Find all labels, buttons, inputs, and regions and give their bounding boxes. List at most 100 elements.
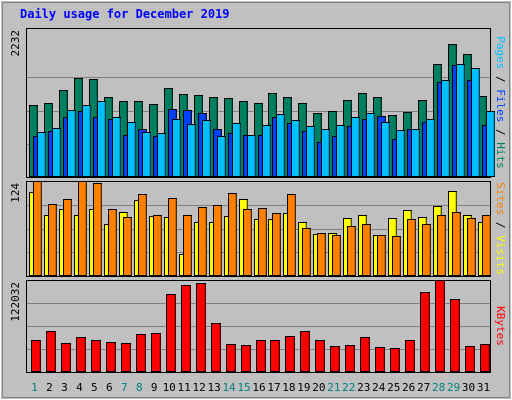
day-label-18: 18: [282, 381, 295, 394]
bar-sites-day-14: [228, 193, 237, 276]
bar-kbytes-day-26: [405, 340, 415, 372]
bar-kbytes-day-17: [270, 340, 280, 372]
legend-part: Visits: [494, 235, 507, 275]
day-label-16: 16: [252, 381, 265, 394]
bar-pages-day-19: [306, 126, 315, 177]
bar-kbytes-day-11: [181, 285, 191, 372]
bar-sites-day-22: [347, 226, 356, 276]
bar-kbytes-day-14: [226, 344, 236, 372]
day-label-24: 24: [372, 381, 386, 394]
day-label-5: 5: [91, 381, 98, 394]
bar-kbytes-day-2: [46, 331, 56, 372]
panel-2: 124 Sites / Visits: [9, 181, 507, 277]
bar-sites-day-9: [153, 215, 162, 276]
bar-pages-day-26: [411, 129, 420, 177]
legend-part: /: [494, 215, 507, 235]
bar-sites-day-13: [213, 205, 222, 276]
bar-sites-day-7: [123, 217, 132, 276]
day-label-21: 21: [327, 381, 340, 394]
bar-sites-day-3: [63, 199, 72, 276]
bar-kbytes-day-3: [61, 343, 71, 372]
bar-pages-day-18: [291, 120, 300, 177]
bar-kbytes-day-31: [480, 344, 490, 372]
day-label-10: 10: [163, 381, 176, 394]
bar-kbytes-day-5: [91, 340, 101, 372]
bar-pages-day-12: [202, 120, 211, 177]
bar-sites-day-17: [272, 213, 281, 276]
bar-pages-day-4: [82, 105, 91, 177]
day-label-23: 23: [357, 381, 370, 394]
bar-sites-day-28: [437, 215, 446, 276]
bar-sites-day-10: [168, 198, 177, 276]
day-label-22: 22: [342, 381, 355, 394]
bar-sites-day-15: [243, 209, 252, 276]
y-max-label: 122032: [9, 282, 22, 322]
bar-sites-day-2: [48, 204, 57, 276]
day-label-17: 17: [267, 381, 280, 394]
bar-pages-day-10: [172, 119, 181, 177]
chart-panels: 2232 Pages / Files / Hits 124 Sites / Visit…: [9, 28, 507, 373]
bar-sites-day-29: [452, 212, 461, 276]
bar-pages-day-3: [67, 110, 76, 177]
chart-title: Daily usage for December 2019: [20, 7, 230, 21]
bar-kbytes-day-25: [390, 348, 400, 372]
bar-kbytes-day-22: [345, 345, 355, 372]
bar-pages-day-8: [142, 132, 151, 177]
day-label-19: 19: [297, 381, 310, 394]
bar-sites-day-19: [302, 228, 311, 276]
legend-part: KBytes: [494, 306, 507, 346]
bar-sites-day-8: [138, 194, 147, 276]
y-max-label: 2232: [9, 30, 22, 57]
bar-pages-day-28: [441, 80, 450, 177]
panel-3: 122032 KBytes: [9, 280, 507, 373]
series-legend: KBytes: [494, 306, 507, 346]
bar-pages-day-22: [351, 117, 360, 177]
day-label-6: 6: [106, 381, 113, 394]
bar-pages-day-6: [112, 117, 121, 177]
bar-pages-day-7: [127, 122, 136, 177]
bar-sites-day-1: [33, 181, 42, 276]
bar-kbytes-day-7: [121, 343, 131, 372]
bar-pages-day-14: [232, 123, 241, 177]
bar-kbytes-day-4: [76, 337, 86, 372]
bar-pages-day-15: [247, 135, 256, 177]
day-label-8: 8: [136, 381, 143, 394]
day-label-31: 31: [477, 381, 490, 394]
bar-kbytes-day-10: [166, 294, 176, 372]
bar-kbytes-day-23: [360, 337, 370, 372]
day-label-14: 14: [222, 381, 236, 394]
bar-sites-day-26: [407, 219, 416, 276]
bar-pages-day-17: [276, 114, 285, 177]
bar-kbytes-day-9: [151, 333, 161, 372]
bar-pages-day-1: [37, 132, 46, 177]
bar-sites-day-4: [78, 181, 87, 276]
bar-kbytes-day-8: [136, 334, 146, 372]
legend-part: /: [494, 69, 507, 89]
day-label-28: 28: [432, 381, 445, 394]
bar-kbytes-day-29: [450, 299, 460, 372]
bar-sites-day-11: [183, 215, 192, 276]
bar-kbytes-day-30: [465, 346, 475, 372]
bar-pages-day-21: [336, 125, 345, 177]
bar-kbytes-day-19: [300, 331, 310, 372]
day-label-4: 4: [76, 381, 83, 394]
bar-kbytes-day-24: [375, 347, 385, 372]
bar-kbytes-day-21: [330, 346, 340, 372]
bar-pages-day-2: [52, 128, 61, 177]
legend-part: Files: [494, 89, 507, 122]
day-label-1: 1: [31, 381, 38, 394]
day-label-20: 20: [312, 381, 325, 394]
legend-part: Hits: [494, 142, 507, 169]
y-max-label: 124: [9, 183, 22, 203]
bar-kbytes-day-27: [420, 292, 430, 372]
bar-kbytes-day-13: [211, 323, 221, 372]
day-label-30: 30: [462, 381, 475, 394]
bar-pages-day-5: [97, 101, 106, 177]
bar-sites-day-23: [362, 224, 371, 276]
day-label-9: 9: [151, 381, 158, 394]
bar-kbytes-day-28: [435, 280, 445, 372]
bar-sites-day-20: [317, 233, 326, 276]
bar-pages-day-9: [157, 133, 166, 177]
day-label-29: 29: [447, 381, 460, 394]
